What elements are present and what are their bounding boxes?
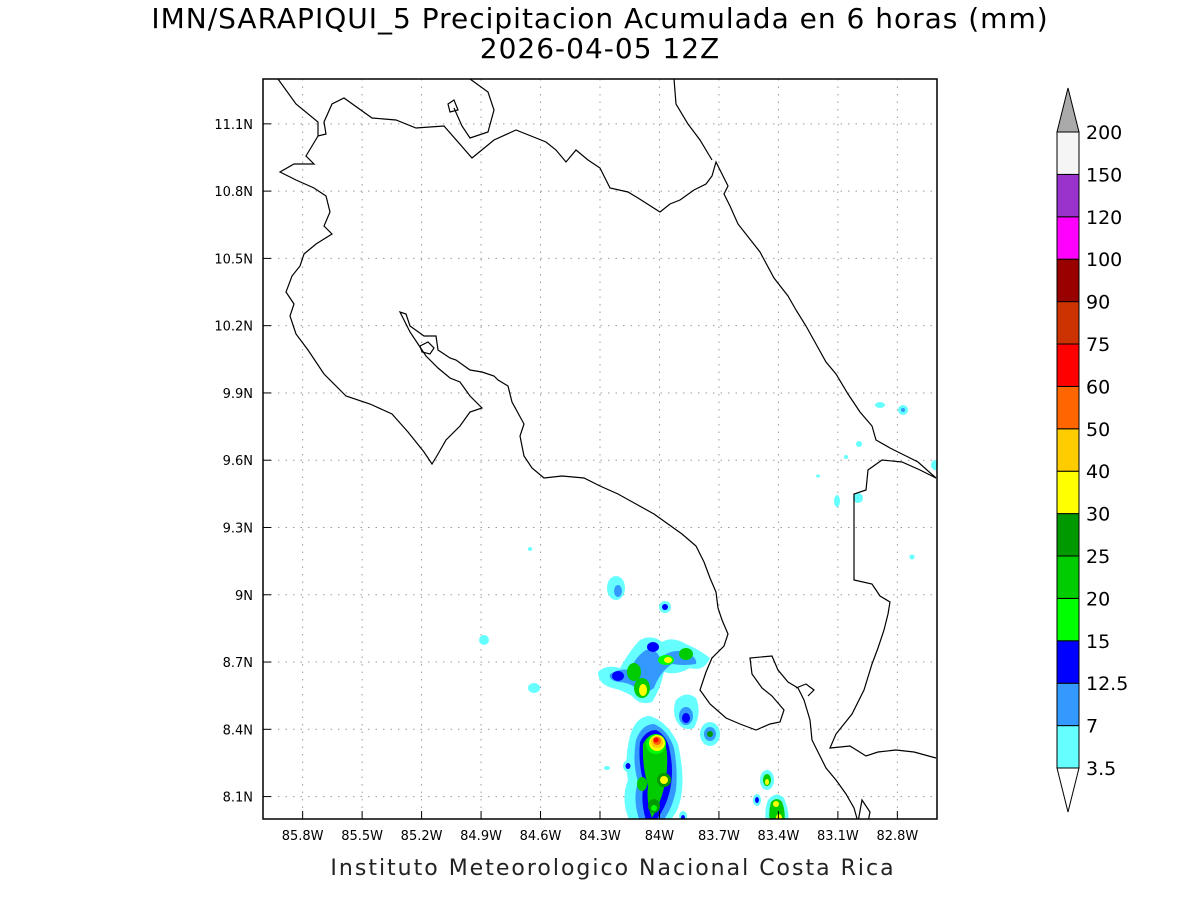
lat-tick-label: 10.8N [214,185,253,200]
precipitation-field [479,402,937,819]
legend-level-label: 7 [1086,716,1098,738]
coastline [278,135,858,819]
precip-cell [679,811,687,819]
legend-swatch [1056,725,1080,769]
legend-level-label: 100 [1086,249,1122,271]
legend-under-arrow [1056,767,1080,813]
legend-swatch [1056,301,1080,345]
country-border [829,459,937,759]
longitude-axis: 85.8W 85.5W 85.2W 84.9W 84.6W 84.3W 84W 83.7W 83… [282,811,918,844]
legend-swatch [1056,682,1080,727]
lon-tick-label: 84.3W [579,829,621,844]
legend-level-label: 50 [1086,419,1110,441]
latitude-axis: 8.1N 8.4N 8.7N 9N 9.3N 9.6N 9.9N 10.2N 10.5N 10.8… [214,118,271,806]
precip-cell [623,760,633,772]
lat-tick-label: 9.3N [223,521,253,536]
precip-cell [604,766,610,770]
precip-cell [624,716,683,819]
lat-tick-label: 8.1N [223,791,253,806]
lat-tick-label: 8.7N [223,656,253,671]
precip-cell [598,637,710,704]
legend-swatch [1056,385,1080,430]
source-credit: Instituto Meteorologico Nacional Costa R… [330,856,896,881]
legend-level-label: 25 [1086,546,1110,568]
lon-tick-label: 83.4W [758,829,800,844]
legend-swatch [1056,343,1080,387]
coastline [453,79,495,139]
legend-swatch [1056,258,1080,303]
lat-tick-label: 10.5N [214,252,253,267]
precip-cell [674,694,699,729]
precip-cell [607,576,625,600]
lat-tick-label: 9.6N [223,454,253,469]
coastline-borders [277,79,937,819]
coastline [795,683,815,697]
precip-cell [528,547,532,551]
plot-background [263,79,937,819]
legend-level-label: 20 [1086,588,1110,610]
legend-swatch [1056,173,1080,218]
lat-tick-label: 11.1N [214,118,253,133]
lat-tick-label: 10.2N [214,320,253,335]
legend-level-label: 30 [1086,504,1110,526]
lon-tick-label: 85.8W [282,829,324,844]
legend-swatch [1056,597,1080,642]
legend-swatch [1056,428,1080,472]
precip-cell [765,794,789,819]
lon-tick-label: 85.5W [341,829,383,844]
lon-tick-label: 84W [645,829,675,844]
precip-cell [528,683,540,693]
precip-cell [760,770,774,790]
lat-tick-label: 9N [235,589,253,604]
lake-island [447,99,459,113]
lat-tick-label: 9.9N [223,387,253,402]
legend-swatch [1056,513,1080,557]
lon-tick-label: 84.9W [460,829,502,844]
precip-cell [816,402,937,560]
legend-level-label: 75 [1086,334,1110,356]
lake-island [419,341,435,355]
legend-swatch [1056,216,1080,260]
legend-over-arrow [1056,87,1080,133]
precip-cell [479,635,489,645]
legend-level-label: 200 [1086,122,1122,144]
coastline [857,798,871,819]
legend-level-label: 3.5 [1086,758,1116,780]
legend-level-label: 15 [1086,631,1110,653]
color-legend: 3.5 7 12.5 15 20 25 30 40 50 60 75 90 100 120 150 200 [1056,87,1128,813]
legend-level-label: 150 [1086,164,1122,186]
lat-tick-label: 8.4N [223,723,253,738]
map-title: IMN/SARAPIQUI_5 Precipitacion Acumulada … [151,2,1049,35]
precip-cell [659,601,671,613]
lon-tick-label: 84.6W [520,829,562,844]
legend-level-label: 40 [1086,461,1110,483]
lon-tick-label: 82.8W [876,829,918,844]
legend-level-label: 120 [1086,207,1122,229]
map-valid-time: 2026-04-05 12Z [479,32,721,65]
lon-tick-label: 83.1W [817,829,859,844]
legend-level-label: 60 [1086,376,1110,398]
precip-cell [700,722,720,746]
coastline [673,79,713,161]
precip-cell [753,794,761,806]
legend-swatch [1056,555,1080,599]
lon-tick-label: 83.7W [698,829,740,844]
legend-swatch [1056,470,1080,515]
legend-swatch [1056,131,1080,175]
lon-tick-label: 85.2W [401,829,443,844]
legend-level-label: 12.5 [1086,673,1128,695]
coastline [277,79,937,479]
legend-swatch [1056,640,1080,684]
legend-level-label: 90 [1086,292,1110,314]
